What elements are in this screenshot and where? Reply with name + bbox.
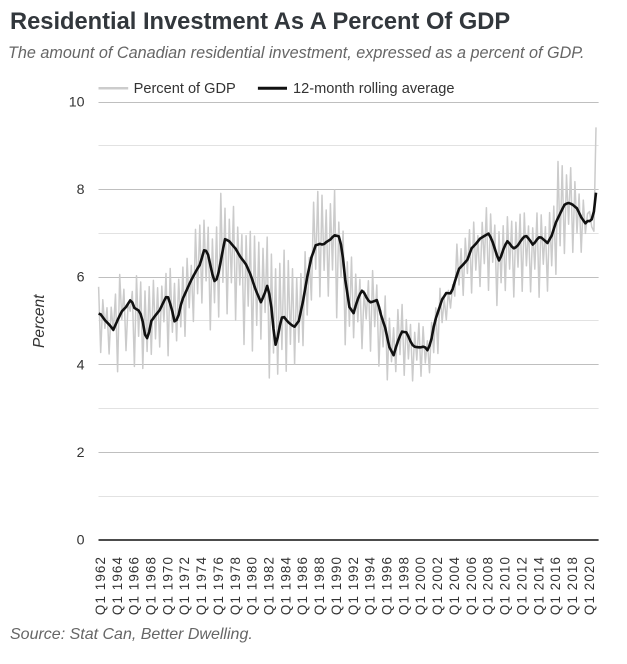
svg-text:Q1 2008: Q1 2008 [481, 556, 496, 615]
svg-text:Q1 1968: Q1 1968 [144, 556, 159, 615]
svg-text:Q1 1984: Q1 1984 [278, 556, 293, 615]
svg-text:Q1 2002: Q1 2002 [430, 556, 445, 615]
svg-text:8: 8 [77, 182, 85, 198]
svg-text:Q1 2010: Q1 2010 [498, 556, 513, 615]
svg-text:Q1 1978: Q1 1978 [228, 556, 243, 615]
svg-text:Q1 1964: Q1 1964 [110, 556, 125, 615]
svg-text:6: 6 [77, 270, 85, 286]
svg-text:Q1 1992: Q1 1992 [346, 556, 361, 615]
svg-text:Q1 1980: Q1 1980 [245, 556, 260, 615]
svg-text:Q1 2020: Q1 2020 [582, 556, 597, 615]
svg-text:Q1 1970: Q1 1970 [160, 556, 175, 615]
svg-text:12-month rolling average: 12-month rolling average [293, 81, 454, 97]
svg-text:Q1 1966: Q1 1966 [127, 556, 142, 615]
svg-text:Q1 1986: Q1 1986 [295, 556, 310, 615]
svg-text:Q1 1982: Q1 1982 [262, 556, 277, 615]
svg-text:Q1 1962: Q1 1962 [93, 556, 108, 615]
svg-text:Q1 1972: Q1 1972 [177, 556, 192, 615]
svg-text:Q1 1994: Q1 1994 [363, 556, 378, 615]
svg-text:Q1 2012: Q1 2012 [514, 556, 529, 615]
svg-text:Q1 2014: Q1 2014 [531, 556, 546, 615]
svg-text:Q1 2000: Q1 2000 [413, 556, 428, 615]
svg-text:10: 10 [69, 95, 85, 111]
svg-text:Q1 1998: Q1 1998 [396, 556, 411, 615]
svg-text:Percent: Percent [31, 294, 48, 348]
svg-text:Q1 2004: Q1 2004 [447, 556, 462, 615]
svg-text:Q1 1976: Q1 1976 [211, 556, 226, 615]
svg-text:2: 2 [77, 445, 85, 461]
svg-text:Q1 2016: Q1 2016 [548, 556, 563, 615]
svg-text:Q1 1990: Q1 1990 [329, 556, 344, 615]
svg-text:4: 4 [77, 357, 85, 373]
svg-text:Q1 1974: Q1 1974 [194, 556, 209, 615]
svg-text:0: 0 [77, 533, 85, 549]
svg-text:Percent of GDP: Percent of GDP [134, 81, 236, 97]
svg-text:Q1 2006: Q1 2006 [464, 556, 479, 615]
svg-text:Q1 1996: Q1 1996 [380, 556, 395, 615]
svg-text:Q1 1988: Q1 1988 [312, 556, 327, 615]
svg-text:Q1 2018: Q1 2018 [565, 556, 580, 615]
